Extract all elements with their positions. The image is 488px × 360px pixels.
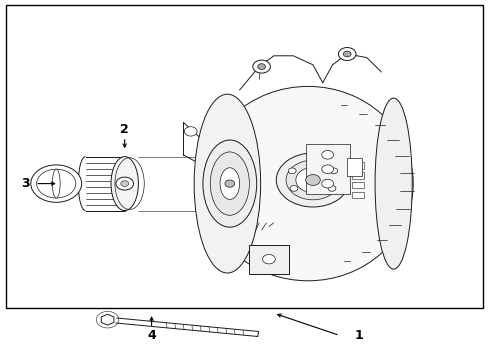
Ellipse shape <box>210 152 249 215</box>
Circle shape <box>329 168 337 174</box>
Circle shape <box>321 165 333 174</box>
Polygon shape <box>351 162 364 169</box>
Circle shape <box>37 169 76 198</box>
Circle shape <box>31 165 81 202</box>
Circle shape <box>276 153 349 207</box>
Ellipse shape <box>203 86 412 281</box>
Polygon shape <box>249 245 288 274</box>
Text: 4: 4 <box>147 329 156 342</box>
Ellipse shape <box>203 140 256 227</box>
Circle shape <box>343 51 350 57</box>
Ellipse shape <box>194 94 260 273</box>
Circle shape <box>184 127 197 136</box>
Circle shape <box>288 168 296 174</box>
Polygon shape <box>351 192 364 198</box>
Text: 3: 3 <box>21 177 30 190</box>
Circle shape <box>116 177 133 190</box>
Circle shape <box>121 181 128 186</box>
Ellipse shape <box>220 168 239 199</box>
Circle shape <box>295 167 329 193</box>
Circle shape <box>338 48 355 60</box>
Polygon shape <box>101 314 114 325</box>
Circle shape <box>285 160 339 200</box>
Circle shape <box>224 180 234 187</box>
Ellipse shape <box>374 98 411 269</box>
Circle shape <box>305 175 320 185</box>
Circle shape <box>321 179 333 188</box>
Polygon shape <box>351 182 364 188</box>
Ellipse shape <box>52 169 60 198</box>
Ellipse shape <box>111 157 138 211</box>
Text: 2: 2 <box>120 123 129 136</box>
Circle shape <box>257 64 265 69</box>
Polygon shape <box>305 144 349 194</box>
Polygon shape <box>351 172 364 179</box>
Circle shape <box>262 255 275 264</box>
Polygon shape <box>346 158 361 176</box>
Bar <box>6 5 482 308</box>
Circle shape <box>327 185 335 191</box>
Circle shape <box>289 185 297 191</box>
Circle shape <box>252 60 270 73</box>
Circle shape <box>321 150 333 159</box>
Text: 1: 1 <box>354 329 363 342</box>
